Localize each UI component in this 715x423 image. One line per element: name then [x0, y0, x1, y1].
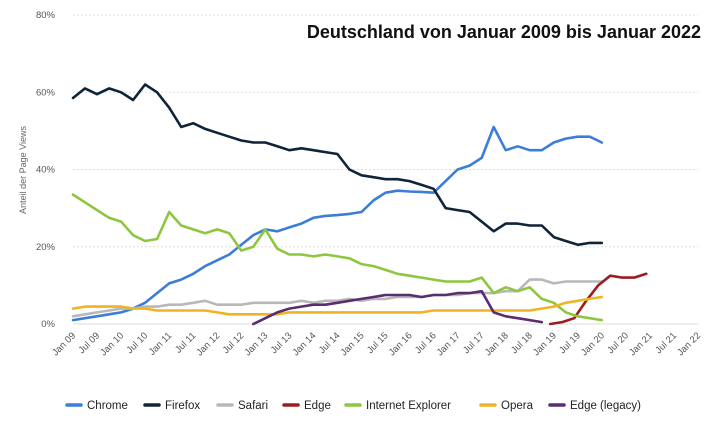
y-tick-label: 0% — [41, 319, 55, 330]
x-tick-label: Jan 09 — [50, 330, 78, 358]
series-lines — [71, 83, 648, 326]
legend-label: Opera — [501, 400, 534, 412]
x-tick-label: Jan 22 — [675, 330, 703, 358]
x-tick-label: Jan 13 — [242, 330, 270, 358]
legend-label: Chrome — [87, 400, 128, 412]
x-tick-label: Jan 18 — [483, 330, 511, 358]
legend-label: Firefox — [165, 400, 200, 412]
series-line-chrome — [71, 125, 604, 322]
chart-title: Deutschland von Januar 2009 bis Januar 2… — [307, 22, 701, 42]
gridlines — [73, 14, 698, 325]
x-tick-label: Jul 17 — [461, 330, 487, 356]
legend-label: Internet Explorer — [366, 400, 451, 412]
x-tick-label: Jul 14 — [317, 330, 343, 356]
x-tick-label: Jul 19 — [557, 330, 583, 356]
x-tick-label: Jul 16 — [413, 330, 439, 356]
y-axis-label: Anteil der Page Views — [18, 126, 28, 214]
series-line-edge — [548, 272, 648, 326]
y-tick-label: 40% — [36, 165, 56, 176]
legend: Chrome Firefox Safari Edge Internet Explorer… — [65, 400, 641, 412]
series-line-firefox — [71, 83, 604, 247]
x-tick-label: Jan 17 — [435, 330, 463, 358]
series-line-internet-explorer — [71, 193, 604, 322]
x-tick-label: Jan 15 — [339, 330, 367, 358]
x-tick-label: Jan 19 — [531, 330, 559, 358]
y-tick-label: 20% — [36, 242, 56, 253]
x-tick-label: Jan 21 — [627, 330, 655, 358]
x-tick-label: Jan 11 — [147, 330, 174, 357]
x-tick-label: Jul 15 — [365, 330, 391, 356]
x-tick-label: Jan 10 — [98, 330, 126, 358]
y-tick-label: 60% — [36, 87, 56, 98]
x-tick-label: Jul 10 — [125, 330, 151, 356]
legend-label: Edge (legacy) — [570, 400, 641, 412]
series-line-edge-legacy — [252, 289, 544, 326]
x-tick-label: Jul 21 — [653, 330, 679, 356]
x-tick-label: Jul 12 — [221, 330, 247, 356]
x-tick-label: Jan 14 — [291, 330, 319, 358]
x-tick-label: Jan 16 — [387, 330, 415, 358]
legend-label: Safari — [238, 400, 268, 412]
x-tick-label: Jul 20 — [605, 330, 631, 356]
x-tick-label: Jul 09 — [76, 330, 102, 356]
x-tick-label: Jul 13 — [269, 330, 295, 356]
series-line-opera — [71, 295, 604, 316]
legend-label: Edge — [304, 400, 331, 412]
x-tick-label: Jan 12 — [194, 330, 222, 358]
x-tick-label: Jul 18 — [509, 330, 535, 356]
x-tick-label: Jan 20 — [579, 330, 607, 358]
y-axis-ticks: 0% 20% 40% 60% 80% — [36, 10, 56, 330]
y-tick-label: 80% — [36, 10, 56, 21]
